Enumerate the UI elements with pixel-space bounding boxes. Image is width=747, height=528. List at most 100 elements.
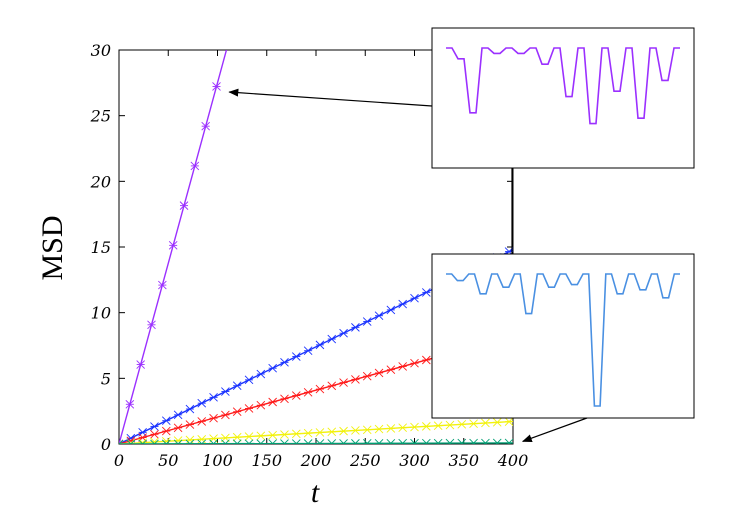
inset-trajectory bbox=[446, 47, 680, 125]
marker-stroke bbox=[472, 438, 478, 444]
series-marker bbox=[232, 407, 242, 417]
marker-stroke bbox=[212, 439, 218, 444]
marker-stroke bbox=[221, 410, 230, 420]
series-marker bbox=[351, 426, 360, 435]
series-marker bbox=[291, 439, 301, 444]
y-tick-label: 30 bbox=[91, 41, 111, 60]
series-marker bbox=[221, 410, 230, 420]
y-axis-title: MSD bbox=[36, 215, 69, 280]
series-marker bbox=[256, 431, 266, 441]
marker-stroke bbox=[179, 201, 189, 210]
inset-frame bbox=[431, 253, 695, 419]
marker-stroke bbox=[351, 426, 360, 435]
series-marker bbox=[445, 420, 455, 430]
marker-stroke bbox=[151, 437, 159, 444]
x-tick-label: 300 bbox=[399, 451, 430, 470]
marker-stroke bbox=[185, 404, 195, 414]
marker-stroke bbox=[303, 387, 313, 397]
marker-stroke bbox=[201, 121, 210, 131]
marker-stroke bbox=[295, 439, 301, 444]
plot-area: 0 50 100 150 200 250 300 350 400 0 5 10 15 20 25 30 bbox=[90, 27, 695, 470]
marker-stroke bbox=[303, 428, 313, 438]
marker-stroke bbox=[398, 423, 407, 433]
series-marker bbox=[197, 434, 207, 444]
series-marker bbox=[232, 432, 242, 442]
series-marker bbox=[185, 404, 195, 414]
marker-stroke bbox=[244, 432, 254, 441]
marker-stroke bbox=[280, 430, 289, 439]
marker-stroke bbox=[389, 438, 396, 444]
marker-stroke bbox=[165, 439, 171, 444]
series-marker bbox=[315, 384, 325, 394]
series-marker bbox=[339, 426, 348, 436]
series-marker bbox=[457, 420, 467, 429]
series-line bbox=[119, 50, 228, 444]
series-marker bbox=[422, 355, 431, 365]
x-tick-label: 200 bbox=[300, 451, 332, 470]
series-marker bbox=[209, 393, 218, 402]
series-marker bbox=[185, 439, 195, 444]
marker-stroke bbox=[401, 438, 407, 444]
y-tick-label: 5 bbox=[101, 369, 111, 388]
series-marker bbox=[138, 438, 147, 444]
series-marker bbox=[150, 439, 159, 444]
series-marker bbox=[201, 121, 210, 131]
x-tick-label: 0 bbox=[114, 451, 124, 470]
series-marker bbox=[280, 439, 289, 444]
x-tick-label: 400 bbox=[497, 451, 529, 470]
marker-stroke bbox=[433, 421, 443, 431]
series-marker bbox=[150, 437, 159, 444]
marker-stroke bbox=[190, 161, 200, 171]
marker-stroke bbox=[119, 439, 124, 444]
series-marker bbox=[457, 438, 467, 444]
marker-stroke bbox=[315, 428, 325, 437]
series-marker bbox=[504, 417, 513, 426]
marker-stroke bbox=[140, 438, 147, 444]
marker-stroke bbox=[209, 413, 218, 423]
marker-stroke bbox=[268, 363, 277, 373]
series-marker bbox=[136, 360, 145, 369]
marker-stroke bbox=[495, 438, 502, 444]
marker-stroke bbox=[256, 369, 266, 379]
series-marker bbox=[125, 399, 135, 409]
marker-stroke bbox=[224, 439, 230, 444]
marker-stroke bbox=[136, 360, 145, 369]
marker-stroke bbox=[200, 439, 207, 444]
series-marker bbox=[410, 438, 419, 444]
series-marker bbox=[168, 241, 178, 250]
series-marker bbox=[244, 375, 254, 385]
series-marker bbox=[221, 439, 230, 444]
series-marker bbox=[280, 430, 289, 439]
marker-stroke bbox=[362, 425, 372, 435]
series-marker bbox=[173, 410, 183, 420]
marker-stroke bbox=[327, 381, 337, 391]
series-marker bbox=[185, 420, 195, 429]
marker-stroke bbox=[236, 439, 242, 444]
series-marker bbox=[362, 439, 372, 444]
marker-stroke bbox=[469, 419, 478, 428]
series-marker bbox=[398, 299, 407, 309]
marker-stroke bbox=[185, 420, 195, 429]
series-marker bbox=[351, 375, 360, 384]
x-axis-title: t bbox=[311, 476, 320, 509]
marker-stroke bbox=[147, 320, 156, 330]
marker-stroke bbox=[232, 381, 242, 391]
series-marker bbox=[244, 404, 254, 413]
marker-stroke bbox=[448, 438, 455, 444]
y-tick-label: 0 bbox=[101, 435, 111, 454]
series-marker bbox=[351, 323, 360, 332]
series-marker bbox=[492, 417, 502, 427]
x-tick-label: 350 bbox=[448, 451, 479, 470]
y-tick-label: 15 bbox=[91, 238, 111, 257]
marker-stroke bbox=[306, 439, 313, 444]
series-marker bbox=[374, 311, 384, 321]
marker-stroke bbox=[158, 280, 167, 290]
marker-stroke bbox=[168, 241, 178, 250]
inset-trajectory bbox=[446, 273, 680, 407]
series-marker bbox=[433, 438, 443, 444]
series-marker bbox=[481, 418, 490, 428]
series-marker bbox=[244, 432, 254, 441]
series-marker bbox=[179, 201, 189, 210]
marker-stroke bbox=[173, 423, 183, 433]
